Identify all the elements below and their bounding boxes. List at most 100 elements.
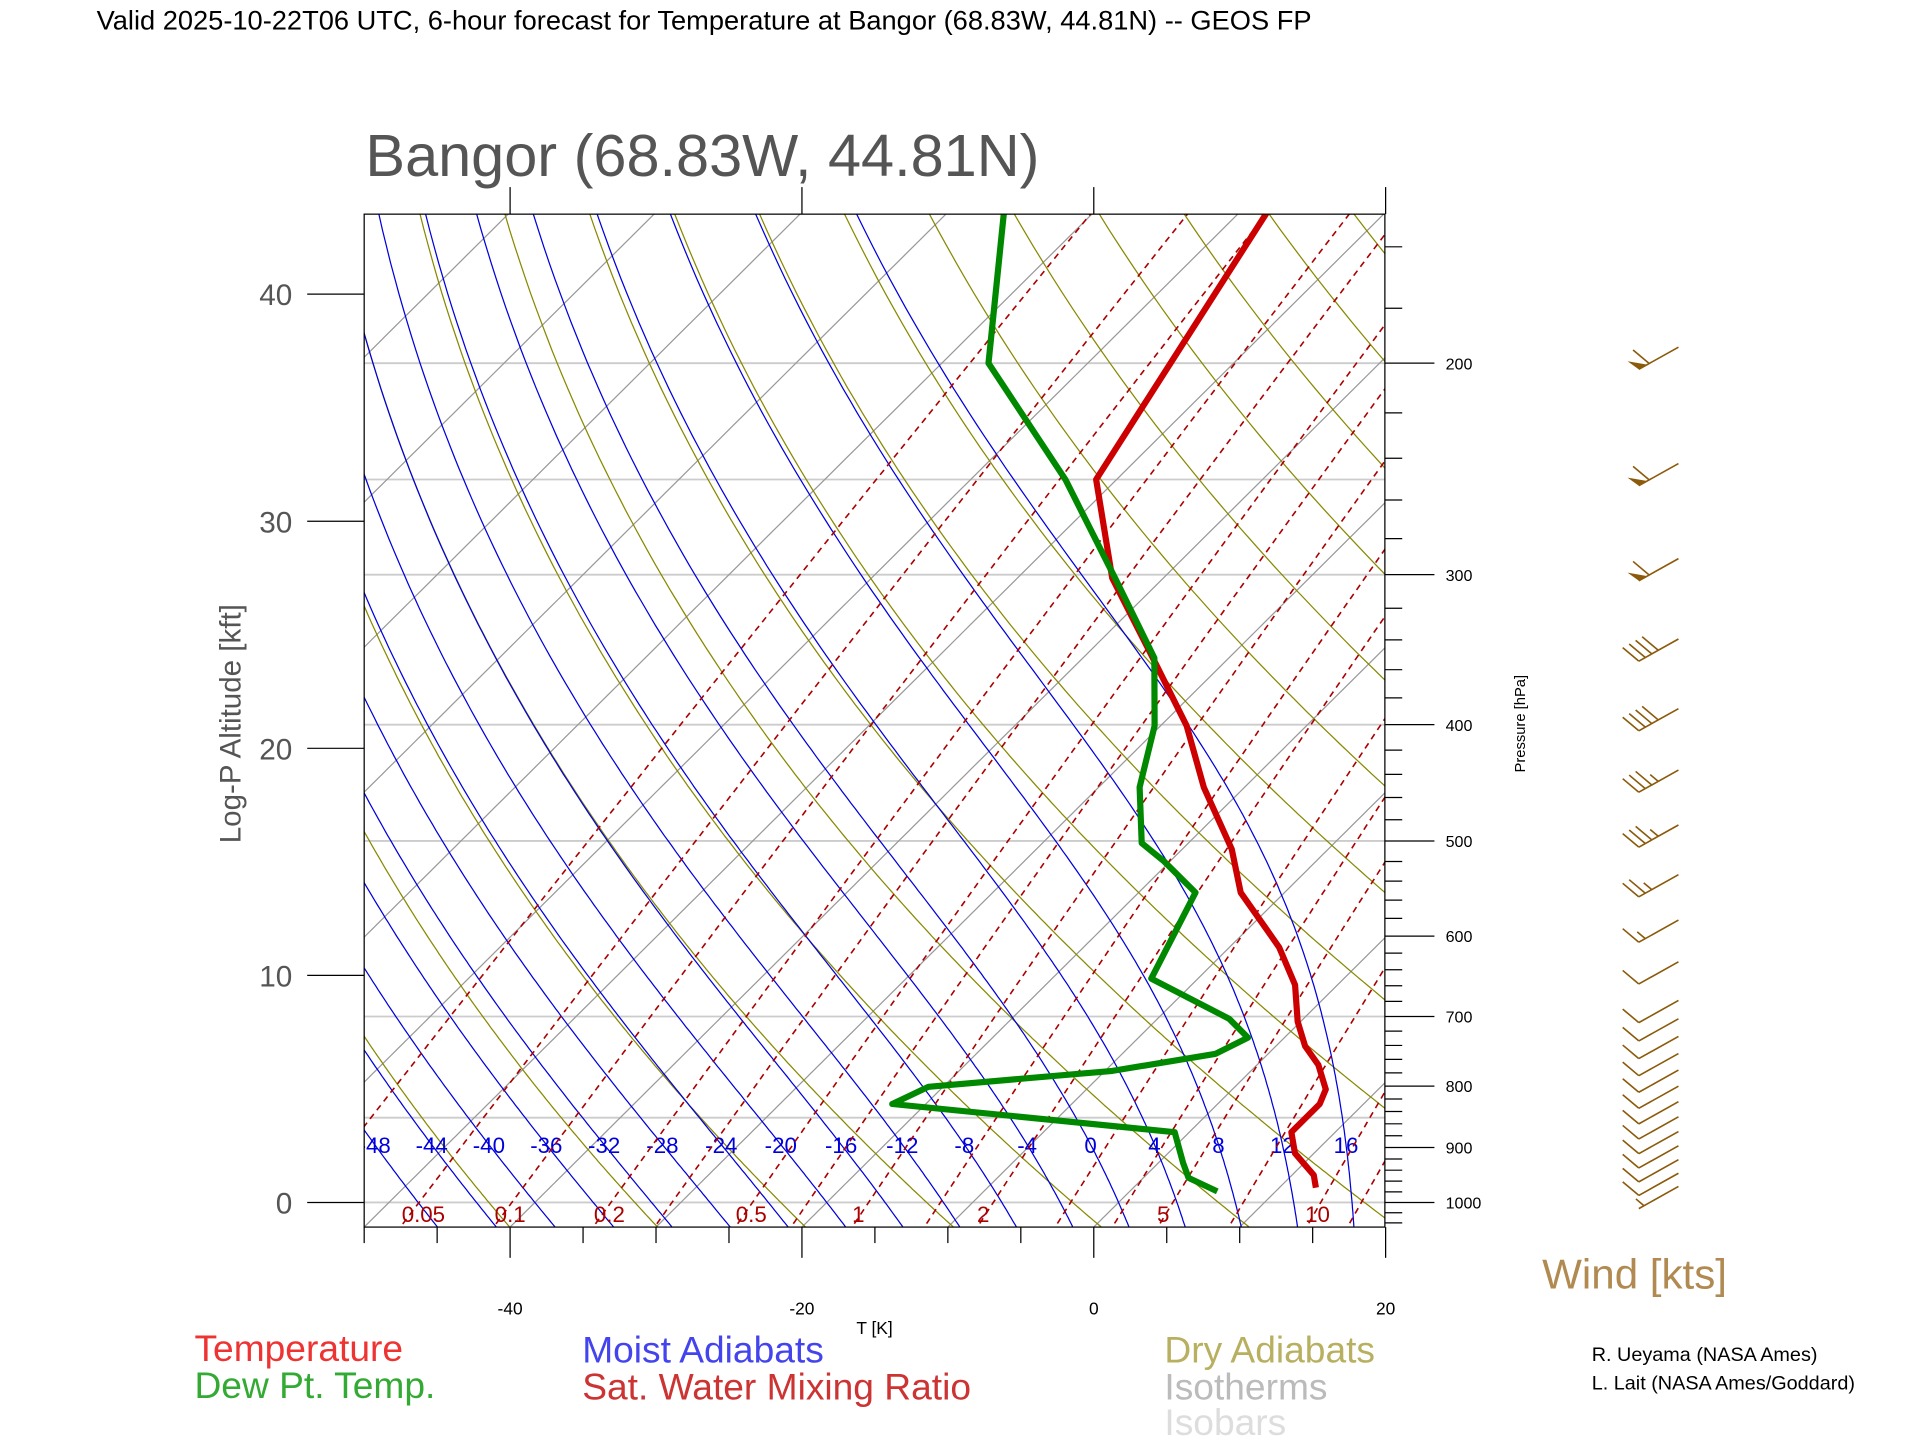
dry-adiabat-line <box>1760 195 1920 1232</box>
moist-adiabat-line <box>364 1128 439 1228</box>
wind-barb-full <box>1622 647 1640 662</box>
wind-barb-stem <box>1638 961 1679 985</box>
moist-adiabat-label: -48 <box>359 1133 391 1158</box>
dry-adiabat-line <box>504 214 1251 1228</box>
x-axis-label: T [K] <box>856 1318 892 1338</box>
dry-adiabat-line <box>364 830 659 1228</box>
wind-barb <box>1622 1018 1679 1042</box>
wind-barb <box>1622 1172 1679 1197</box>
legend-dry-adiabats: Dry Adiabats <box>1164 1329 1375 1371</box>
credit-2: L. Lait (NASA Ames/Goddard) <box>1592 1373 1855 1395</box>
moist-adiabat-line <box>364 330 904 1228</box>
wind-barbs <box>1622 346 1679 1210</box>
y-right-tick-label: 400 <box>1446 717 1473 735</box>
mixing-ratio-line <box>1305 1090 1385 1228</box>
moist-adiabat-line <box>378 214 961 1228</box>
moist-adiabat-line <box>364 791 673 1228</box>
wind-barb-full <box>1622 969 1640 985</box>
moist-adiabat-label: 0 <box>1084 1133 1096 1158</box>
wind-barb-full <box>1622 882 1640 898</box>
isotherm-line <box>1672 195 1920 1232</box>
wind-barb <box>1622 874 1679 898</box>
dry-adiabat-line <box>758 214 1385 1001</box>
wind-barb-pennant <box>1627 477 1648 486</box>
dry-adiabat-line <box>928 214 1385 787</box>
wind-barb-stem <box>1638 707 1679 732</box>
moist-adiabat-label: 16 <box>1334 1133 1359 1158</box>
dry-adiabat-line <box>1844 195 1920 1232</box>
wind-barb-full <box>1622 1078 1640 1093</box>
y-axis-label-right: Pressure [hPa] <box>1513 675 1529 773</box>
isotherm-line <box>364 214 1093 938</box>
dry-adiabat-line <box>1013 214 1385 681</box>
mixing-ratio-line <box>734 323 1385 1228</box>
wind-barb <box>1622 1052 1679 1077</box>
x-tick-label: 20 <box>1376 1299 1395 1319</box>
moist-adiabat-line <box>364 881 615 1228</box>
wind-barb-stem <box>1638 1185 1679 1210</box>
wind-barb <box>1622 1069 1679 1093</box>
x-tick-label: -20 <box>789 1299 814 1319</box>
y-axis-label-left: Log-P Altitude [kft] <box>214 604 247 843</box>
moist-adiabat-label: -24 <box>705 1133 737 1158</box>
plot-area: -48 -44 -40 -36 -32 -28 -24 -20 -16 -12 -8 -4 0 4 8 12 1… <box>359 195 1920 1232</box>
mixing-ratio-line <box>1346 1159 1385 1228</box>
wind-barb-full <box>1622 1044 1640 1060</box>
isotherm-line <box>655 502 1385 1228</box>
wind-barb-full <box>1622 833 1640 848</box>
x-tick-label: -40 <box>498 1299 523 1319</box>
legend-isobars: Isobars <box>1164 1401 1286 1440</box>
moist-adiabat-label: -28 <box>646 1133 678 1158</box>
isotherm-line <box>946 791 1385 1228</box>
y-left-tick-label: 20 <box>259 733 292 766</box>
wind-label: Wind [kts] <box>1542 1251 1727 1298</box>
wind-barb <box>1622 1116 1679 1140</box>
y-right-tick-label: 200 <box>1446 355 1473 373</box>
wind-barb-full <box>1622 1181 1640 1197</box>
wind-barb <box>1622 1035 1679 1060</box>
mixing-ratio-label: 0.2 <box>594 1202 625 1227</box>
y-right-tick-label: 900 <box>1446 1140 1473 1158</box>
isotherm-line <box>364 214 801 649</box>
wind-barb-full <box>1628 829 1646 845</box>
wind-barb-full <box>1628 713 1646 728</box>
dry-adiabat-line <box>364 1035 511 1228</box>
wind-barb <box>1622 1159 1679 1183</box>
mixing-ratio-line <box>923 548 1385 1228</box>
wind-barb-stem <box>1638 919 1679 943</box>
wind-barb-stem <box>1638 1101 1679 1125</box>
wind-barb-full <box>1632 349 1650 365</box>
wind-barb-stem <box>1638 1069 1679 1093</box>
profiles <box>889 214 1329 1195</box>
wind-barb <box>1635 1185 1679 1210</box>
wind-barb <box>1622 705 1679 732</box>
wind-barb-stem <box>1638 999 1679 1024</box>
wind-barb-pennant <box>1627 572 1648 581</box>
y-right-tick-label: 1000 <box>1446 1195 1482 1213</box>
wind-barb-stem <box>1638 1035 1679 1060</box>
isotherm-line <box>364 214 947 793</box>
legend-isotherms: Isotherms <box>1164 1365 1327 1407</box>
wind-barb <box>1622 1101 1679 1125</box>
dry-adiabat-line <box>364 604 807 1228</box>
wind-barb-full <box>1622 1026 1640 1042</box>
wind-barb-full <box>1635 825 1653 841</box>
moist-adiabat-label: 4 <box>1148 1133 1160 1158</box>
moist-adiabat-line <box>476 214 1074 1228</box>
wind-barb-full <box>1622 1167 1640 1183</box>
isotherm-line <box>364 214 1385 1228</box>
dry-adiabat-line <box>1268 214 1385 363</box>
dry-adiabat-line <box>674 214 1385 1110</box>
wind-barb-full <box>1628 774 1646 790</box>
mixing-ratio-line <box>492 214 1267 1228</box>
moist-adiabat-label: -4 <box>1017 1133 1037 1158</box>
wind-barb-full <box>1622 1139 1640 1155</box>
legend: Temperature Dew Pt. Temp. Moist Adiabats… <box>194 1327 1375 1440</box>
dry-adiabat-line <box>843 214 1385 894</box>
wind-barb-stem <box>1638 1159 1679 1183</box>
wind-barb-full <box>1622 1153 1640 1169</box>
y-right-tick-label: 500 <box>1446 833 1473 851</box>
wind-barb <box>1622 919 1679 943</box>
wind-barb <box>1622 636 1679 662</box>
wind-barb-full <box>1622 1124 1640 1140</box>
